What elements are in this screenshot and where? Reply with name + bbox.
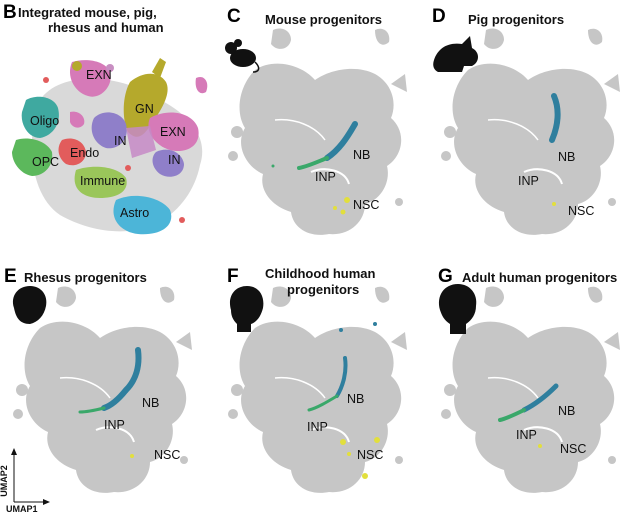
cluster-immune [74, 166, 127, 198]
cluster-label-endo: Endo [70, 146, 100, 160]
umap-integrated-plot [12, 58, 208, 235]
species-silhouette [433, 36, 478, 72]
panel-letter-d: D [432, 6, 446, 27]
panel-c: C Mouse progenitors NB INP NSC [215, 0, 428, 255]
cluster-oligo [21, 96, 59, 138]
axis-label-umap2: UMAP2 [0, 465, 9, 497]
umap-child-human-plot [227, 285, 408, 494]
panel-letter-e: E [4, 266, 17, 287]
panel-title-b-line1: Integrated mouse, pig, [18, 5, 157, 20]
cluster-opc [12, 138, 53, 176]
cluster-label-in-left: IN [114, 134, 127, 148]
species-silhouette [12, 286, 47, 324]
cluster-label-gn: GN [135, 102, 154, 116]
label-nb: NB [142, 396, 160, 410]
cluster-label-opc: OPC [32, 155, 60, 169]
panel-g: G Adult human progenitors NB INP NSC [428, 258, 640, 515]
species-silhouette [229, 286, 264, 332]
nb-trajectory [101, 347, 142, 411]
cluster-in-right [152, 149, 184, 177]
label-inp: INP [518, 174, 539, 188]
axis-label-umap1: UMAP1 [6, 504, 38, 514]
label-nb: NB [353, 148, 371, 162]
cluster-label-in-right: IN [168, 153, 181, 167]
panel-title-e: Rhesus progenitors [24, 270, 147, 285]
label-inp: INP [307, 420, 328, 434]
umap-rhesus-plot [12, 285, 193, 494]
cluster-in-left [91, 112, 127, 149]
panel-letter-g: G [438, 266, 453, 287]
panel-title-f-line1: Childhood human [265, 266, 376, 281]
label-inp: INP [104, 418, 125, 432]
panel-title-c: Mouse progenitors [265, 12, 383, 27]
label-inp: INP [315, 170, 336, 184]
umap-adult-human-plot [438, 284, 621, 494]
nb-trajectory [521, 383, 559, 413]
umap-axis-indicator [11, 448, 50, 505]
label-nsc: NSC [560, 442, 587, 456]
inp-trajectory [307, 394, 339, 412]
panel-title-b-line2: rhesus and human [48, 20, 164, 35]
label-nsc: NSC [568, 204, 595, 218]
inp-trajectory [498, 408, 526, 422]
panel-letter-c: C [227, 6, 241, 27]
cluster-label-astro: Astro [120, 206, 150, 220]
label-inp: INP [516, 428, 537, 442]
cluster-label-exn-top: EXN [86, 68, 112, 82]
panel-letter-f: F [227, 266, 239, 287]
panel-e: E Rhesus progenitors NB INP NSC UMAP2 UM… [0, 258, 215, 515]
cluster-label-oligo: Oligo [30, 114, 60, 128]
umap-mouse-plot [225, 27, 408, 236]
cluster-label-immune: Immune [80, 174, 126, 188]
species-silhouette [225, 39, 260, 73]
nb-trajectory [324, 121, 358, 161]
nb-trajectory [335, 356, 348, 398]
cluster-gn [123, 73, 168, 137]
panel-d: D Pig progenitors NB INP NSC [428, 0, 640, 255]
panel-b: B Integrated mouse, pig, rhesus and huma… [0, 0, 215, 255]
panel-title-d: Pig progenitors [468, 12, 565, 27]
panel-f: F Childhood human progenitors NB INP NSC [215, 258, 428, 515]
nb-trajectory [549, 93, 561, 143]
label-nsc: NSC [357, 448, 384, 462]
label-nsc: NSC [353, 198, 380, 212]
label-nb: NB [347, 392, 365, 406]
cluster-exn-right [148, 112, 199, 152]
label-nsc: NSC [154, 448, 181, 462]
inp-trajectory [297, 156, 329, 170]
label-nb: NB [558, 404, 576, 418]
label-nb: NB [558, 150, 576, 164]
umap-pig-plot [433, 27, 621, 236]
cluster-label-exn-right: EXN [160, 125, 186, 139]
panel-title-f-line2: progenitors [287, 282, 360, 297]
cluster-astro [113, 195, 172, 235]
species-silhouette [438, 284, 477, 334]
panel-letter-b: B [3, 2, 17, 23]
cluster-endo [58, 138, 86, 166]
panel-title-g: Adult human progenitors [462, 270, 618, 285]
inp-trajectory [78, 406, 106, 414]
